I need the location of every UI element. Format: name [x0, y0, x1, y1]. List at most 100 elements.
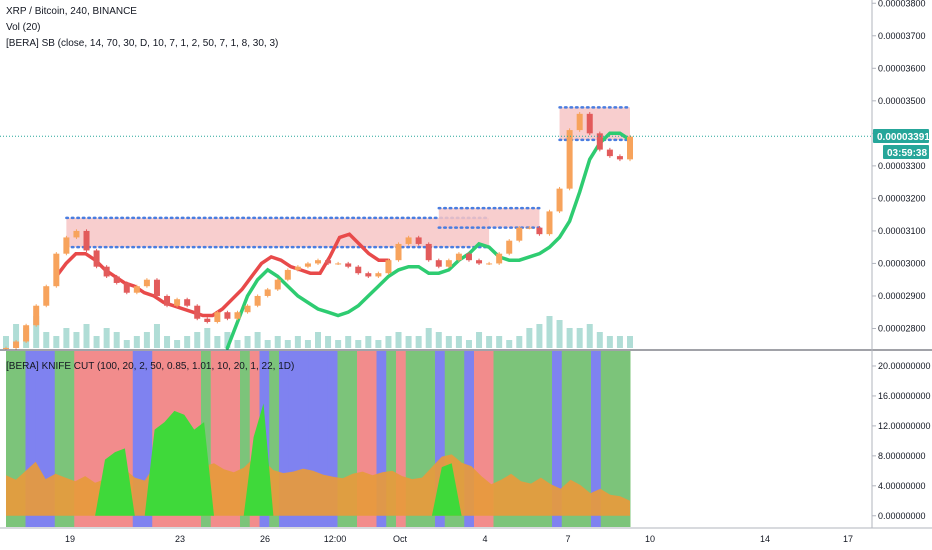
candle-body — [325, 260, 332, 264]
time-axis[interactable]: 19 23 26 12:00 Oct 4 7 10 14 17 — [65, 534, 853, 544]
candle-body — [315, 260, 321, 264]
zone-blue — [35, 351, 46, 527]
candle-body — [53, 253, 60, 287]
candle-body — [113, 276, 120, 283]
zone-red — [483, 351, 494, 527]
candle-body — [395, 243, 402, 261]
volume-bar — [304, 340, 311, 348]
sb-indicator-legend[interactable]: [BERA] SB (close, 14, 70, 30, D, 10, 7, … — [6, 38, 279, 49]
price-axis[interactable]: 0.00003800 0.00003700 0.00003600 0.00003500… — [872, 0, 926, 333]
zone-red — [474, 351, 485, 527]
price-tick-label: 0.00003100 — [878, 226, 926, 236]
price-tick-label: 0.00003500 — [878, 96, 926, 106]
candle-body — [204, 318, 211, 322]
volume-bar — [174, 340, 181, 348]
candle-body — [586, 113, 593, 134]
candle-body — [546, 211, 553, 235]
candle-body — [405, 237, 412, 244]
candle-body — [425, 243, 432, 261]
candle-body — [355, 266, 362, 274]
indicator-tick-label: 8.00000000 — [878, 451, 926, 461]
symbol-legend[interactable]: XRP / Bitcoin, 240, BINANCE — [6, 6, 137, 17]
volume-bar — [395, 332, 402, 348]
zone-green — [600, 351, 611, 527]
candle-body — [13, 341, 20, 348]
green-moving-average-line — [225, 131, 632, 350]
zone-red — [230, 351, 241, 527]
volume-bar — [234, 340, 241, 348]
volume-bar — [274, 336, 281, 348]
candle-body — [164, 295, 171, 306]
candle-body — [33, 305, 40, 326]
knife-cut-green-area — [6, 403, 630, 516]
volume-bar — [194, 332, 201, 348]
candle-body — [526, 227, 533, 229]
time-tick-label: 19 — [65, 534, 75, 544]
zone-green — [532, 351, 543, 527]
zone-red — [396, 351, 407, 527]
zone-blue — [142, 351, 153, 527]
price-tick-label: 0.00003600 — [878, 63, 926, 73]
volume-bar — [455, 336, 462, 348]
volume-bar — [93, 336, 100, 348]
volume-bar — [264, 340, 271, 348]
zone-red — [74, 351, 85, 527]
volume-bar — [284, 340, 291, 348]
volume-bar — [435, 332, 442, 348]
candle-body — [335, 263, 342, 265]
volume-legend[interactable]: Vol (20) — [6, 22, 41, 33]
indicator-tick-label: 12.00000000 — [878, 421, 931, 431]
volume-bar — [143, 332, 150, 348]
candle-body — [43, 286, 50, 306]
zone-red — [93, 351, 104, 527]
indicator-axis[interactable]: 20.00000000 16.00000000 12.00000000 8.00000… — [872, 361, 931, 521]
volume-bar — [214, 336, 221, 348]
volume-bar — [103, 328, 110, 348]
volume-bar — [616, 336, 623, 348]
candle-body — [93, 250, 100, 267]
candle-body — [435, 260, 442, 267]
candle-body — [556, 188, 563, 212]
volume-bar — [576, 328, 583, 348]
volume-bar — [476, 332, 483, 348]
zone-green — [542, 351, 553, 527]
bar-countdown-label: 03:59:38 — [887, 148, 927, 159]
zone-red — [366, 351, 377, 527]
volume-bar — [335, 340, 342, 348]
volume-bar — [516, 336, 523, 348]
volume-bars — [3, 316, 633, 348]
zone-red — [210, 351, 221, 527]
volume-bar — [43, 332, 50, 348]
volume-bar — [445, 336, 452, 348]
zone-green — [240, 351, 251, 527]
zone-green — [15, 351, 26, 527]
candle-body — [596, 133, 603, 150]
current-price-label: 0.00003391 — [877, 132, 930, 143]
candle-body — [284, 269, 291, 280]
volume-bar — [546, 316, 553, 348]
candle-body — [23, 325, 30, 342]
candle-body — [345, 263, 352, 267]
red-moving-average-line — [54, 232, 391, 318]
candle-body — [143, 279, 150, 287]
candle-body — [445, 260, 452, 267]
zone-red — [113, 351, 124, 527]
candle-body — [496, 253, 503, 264]
indicator-tick-label: 20.00000000 — [878, 361, 931, 371]
candle-body — [174, 299, 181, 306]
candle-body — [536, 227, 543, 235]
volume-bar — [506, 340, 513, 348]
knife-cut-legend[interactable]: [BERA] KNIFE CUT (100, 20, 2, 50, 0.85, … — [6, 361, 295, 372]
candle-body — [224, 312, 231, 319]
candle-body — [415, 237, 422, 244]
volume-bar — [486, 336, 493, 348]
candle-body — [566, 130, 573, 189]
current-price-tag — [873, 129, 929, 143]
zone-green — [522, 351, 533, 527]
zone-green — [201, 351, 212, 527]
zone-green — [337, 351, 348, 527]
candle-body — [616, 156, 623, 160]
volume-bar — [13, 324, 20, 348]
candle-body — [274, 279, 281, 290]
